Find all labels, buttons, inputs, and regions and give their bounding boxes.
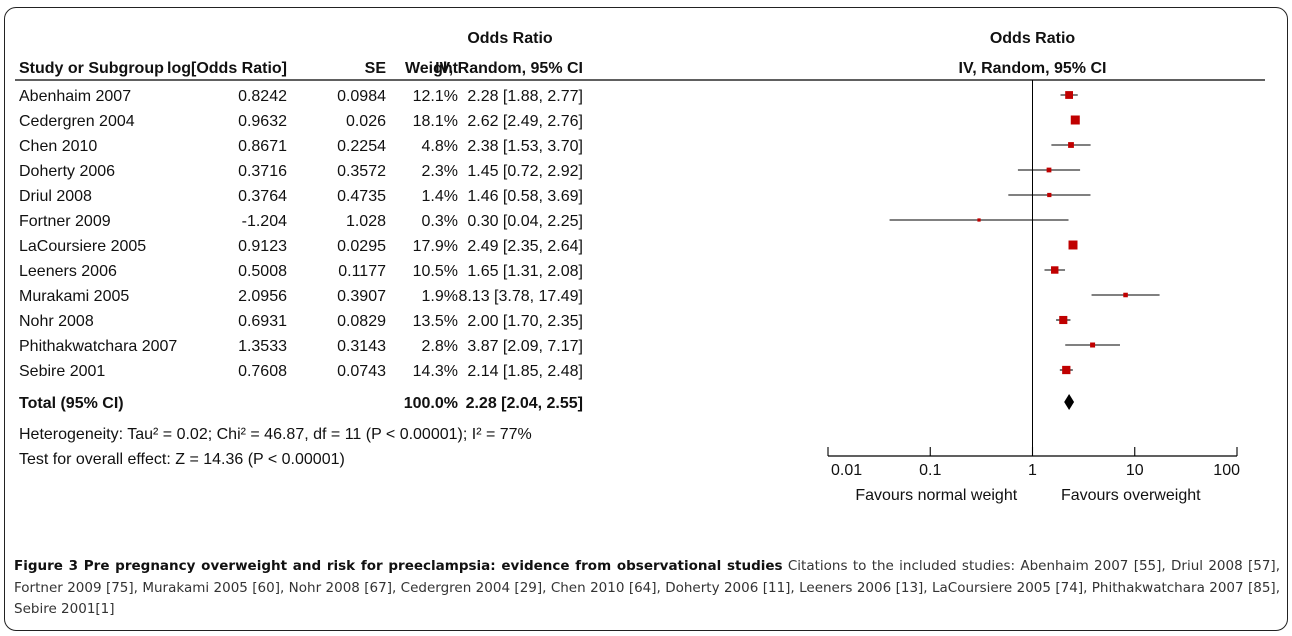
study-log-or: 0.9632 [238,113,287,130]
study-name: Driul 2008 [19,188,92,205]
point-estimate [977,218,981,222]
study-or-ci: 0.30 [0.04, 2.25] [467,213,583,230]
study-se: 0.2254 [337,138,386,155]
header-or-title: Odds Ratio [467,30,553,47]
study-or-ci: 1.45 [0.72, 2.92] [467,163,583,180]
study-or-ci: 2.38 [1.53, 3.70] [467,138,583,155]
forest-plot: Odds Ratio Study or Subgroup log[Odds Rati… [15,30,1265,504]
study-weight: 17.9% [413,238,458,255]
study-log-or: -1.204 [242,213,287,230]
study-weight: 10.5% [413,263,458,280]
study-name: Nohr 2008 [19,313,94,330]
header-log-or: log[Odds Ratio] [167,60,287,77]
study-name: Chen 2010 [19,138,97,155]
point-estimate [1068,240,1078,250]
point-estimate [1090,342,1096,348]
header-plot-title: Odds Ratio [990,30,1076,47]
study-weight: 2.8% [422,338,458,355]
total-label: Total (95% CI) [19,395,124,412]
pooled-diamond [1064,394,1075,410]
study-name: Cedergren 2004 [19,113,135,130]
study-name: Sebire 2001 [19,363,105,380]
study-se: 0.0984 [337,88,386,105]
figure-caption: Figure 3 Pre pregnancy overweight and ri… [14,556,1280,621]
study-log-or: 0.3716 [238,163,287,180]
study-or-ci: 1.46 [0.58, 3.69] [467,188,583,205]
study-or-ci: 2.62 [2.49, 2.76] [467,113,583,130]
study-weight: 12.1% [413,88,458,105]
study-or-ci: 2.28 [1.88, 2.77] [467,88,583,105]
point-estimate [1068,142,1074,148]
total-weight: 100.0% [404,395,458,412]
point-estimate [1047,192,1052,198]
study-name: Abenhaim 2007 [19,88,131,105]
study-log-or: 0.3764 [238,188,287,205]
point-estimate [1070,115,1080,125]
favours-left-label: Favours normal weight [855,487,1017,504]
axis-tick-label: 100 [1213,462,1240,479]
study-se: 0.0743 [337,363,386,380]
point-estimate [1051,266,1059,274]
header-study: Study or Subgroup [19,60,164,77]
study-log-or: 1.3533 [238,338,287,355]
study-weight: 0.3% [422,213,458,230]
study-or-ci: 2.00 [1.70, 2.35] [467,313,583,330]
study-weight: 1.4% [422,188,458,205]
study-or-ci: 8.13 [3.78, 17.49] [458,288,583,305]
study-name: Doherty 2006 [19,163,115,180]
study-log-or: 0.5008 [238,263,287,280]
study-or-ci: 1.65 [1.31, 2.08] [467,263,583,280]
study-se: 0.1177 [338,263,386,280]
study-weight: 1.9% [422,288,458,305]
study-log-or: 0.8242 [238,88,287,105]
overall-effect-text: Test for overall effect: Z = 14.36 (P < … [19,451,345,468]
study-name: Leeners 2006 [19,263,117,280]
point-estimate [1062,365,1071,375]
study-weight: 4.8% [422,138,458,155]
axis-tick-label: 0.01 [831,462,862,479]
study-weight: 14.3% [413,363,458,380]
study-log-or: 0.9123 [238,238,287,255]
study-name: Phithakwatchara 2007 [19,338,177,355]
study-log-or: 0.7608 [238,363,287,380]
header-weight: Weight [405,60,459,77]
study-name: Murakami 2005 [19,288,129,305]
study-se: 0.026 [346,113,386,130]
study-or-ci: 3.87 [2.09, 7.17] [467,338,583,355]
study-weight: 18.1% [413,113,458,130]
caption-text: Citations to the included studies: Abenh… [14,558,1280,617]
study-se: 0.3143 [337,338,386,355]
study-se: 0.0295 [337,238,386,255]
header-or-method: IV, Random, 95% CI [435,60,583,77]
study-log-or: 0.8671 [238,138,287,155]
study-log-or: 2.0956 [238,288,287,305]
header-se: SE [365,60,387,77]
study-se: 1.028 [346,213,386,230]
study-or-ci: 2.14 [1.85, 2.48] [467,363,583,380]
point-estimate [1059,315,1068,325]
axis-tick-label: 10 [1126,462,1144,479]
study-se: 0.3907 [337,288,386,305]
axis-tick-label: 0.1 [919,462,941,479]
heterogeneity-text: Heterogeneity: Tau² = 0.02; Chi² = 46.87… [19,426,532,443]
study-name: Fortner 2009 [19,213,111,230]
study-se: 0.4735 [337,188,386,205]
favours-right-label: Favours overweight [1061,487,1201,504]
study-se: 0.0829 [337,313,386,330]
caption-label: Figure 3 Pre pregnancy overweight and ri… [14,558,783,574]
study-log-or: 0.6931 [238,313,287,330]
study-or-ci: 2.49 [2.35, 2.64] [467,238,583,255]
point-estimate [1065,91,1073,99]
point-estimate [1046,167,1052,173]
study-name: LaCoursiere 2005 [19,238,146,255]
study-weight: 2.3% [422,163,458,180]
study-weight: 13.5% [413,313,458,330]
header-plot-method: IV, Random, 95% CI [959,60,1107,77]
figure-frame [4,7,1288,631]
axis-tick-label: 1 [1028,462,1037,479]
study-se: 0.3572 [337,163,386,180]
total-or-ci: 2.28 [2.04, 2.55] [466,395,583,412]
point-estimate [1123,292,1128,298]
